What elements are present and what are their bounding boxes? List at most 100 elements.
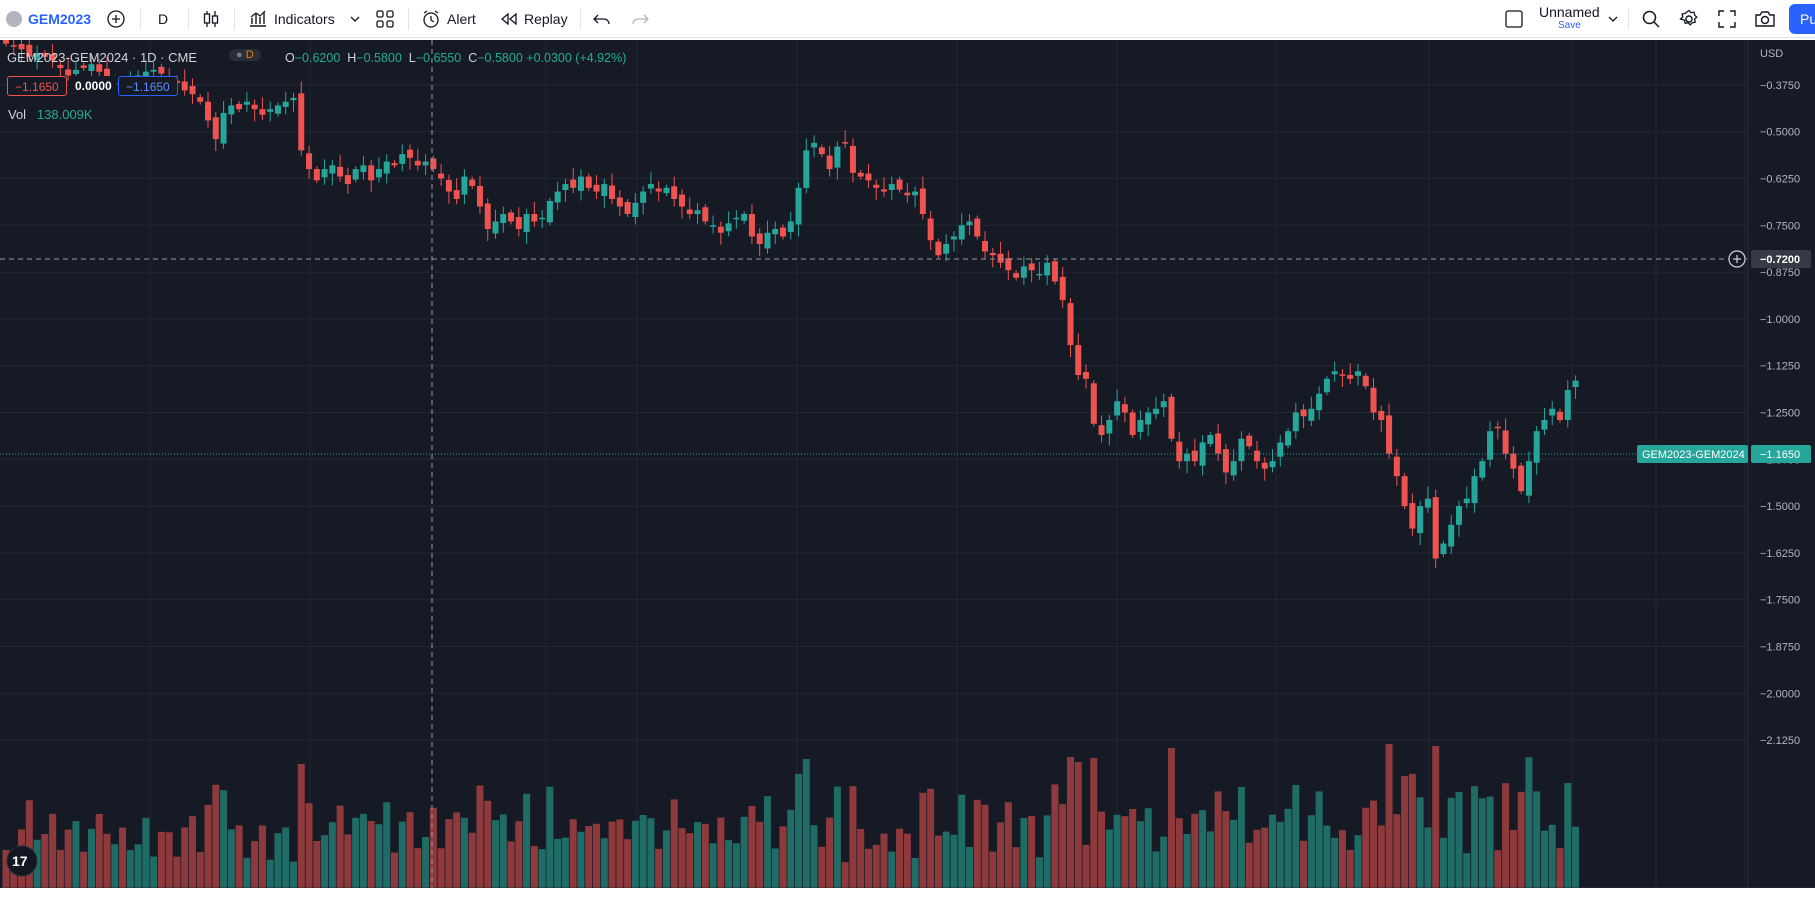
alert-button[interactable]: Alert xyxy=(421,0,476,38)
volume-bar xyxy=(670,799,678,888)
chart-canvas[interactable]: USD −0.3750−0.5000−0.6250−0.7500−0.8750−… xyxy=(0,40,1815,913)
layout-dropdown[interactable] xyxy=(1608,0,1618,38)
candle-body xyxy=(453,190,460,200)
volume-bar xyxy=(1564,783,1572,888)
volume-bar xyxy=(1059,804,1067,888)
candle-body xyxy=(1199,442,1206,466)
volume-bar xyxy=(188,816,196,888)
volume-bar xyxy=(383,802,391,888)
price-axis[interactable] xyxy=(1748,40,1815,888)
candle-body xyxy=(1354,371,1361,376)
candle-body xyxy=(1432,497,1439,559)
volume-bar xyxy=(111,844,119,888)
replay-button[interactable]: Replay xyxy=(500,0,568,38)
interval-button[interactable]: D xyxy=(158,0,168,38)
volume-bar xyxy=(655,848,663,888)
candle-body xyxy=(764,232,771,249)
layout-name-button[interactable]: Unnamed xyxy=(1539,0,1600,31)
candle-body xyxy=(205,101,212,121)
candle-body xyxy=(321,169,328,178)
candle-body xyxy=(1207,434,1214,444)
indicators-button[interactable]: Indicators xyxy=(248,0,335,38)
candle-body xyxy=(1510,453,1517,469)
symbol-search-button[interactable]: GEM2023 xyxy=(6,0,91,38)
settings-button[interactable] xyxy=(1679,0,1699,38)
volume-bar xyxy=(973,799,981,888)
volume-bar xyxy=(64,829,72,888)
volume-bar xyxy=(1370,800,1378,888)
volume-bar xyxy=(1152,851,1160,888)
volume-bar xyxy=(896,828,904,888)
candle-body xyxy=(756,233,763,244)
chevron-down-icon xyxy=(1608,16,1618,22)
layout-checkbox[interactable] xyxy=(1504,0,1524,38)
candle-body xyxy=(469,179,476,186)
volume-bar xyxy=(1012,847,1020,888)
candle-body xyxy=(585,176,592,188)
volume-bar xyxy=(336,805,344,888)
volume-bar xyxy=(919,792,927,888)
volume-bar xyxy=(391,852,398,888)
volume-bar xyxy=(1346,850,1354,888)
candle-body xyxy=(1409,503,1416,529)
candle-body xyxy=(1013,273,1020,278)
volume-bar xyxy=(235,825,243,888)
ohlc-h-label: H xyxy=(347,51,357,65)
candle-body xyxy=(733,217,740,220)
candle-body xyxy=(1370,387,1377,413)
volume-bar xyxy=(1478,798,1486,888)
indicators-dropdown[interactable] xyxy=(350,0,360,38)
candle-body xyxy=(1261,462,1268,469)
search-button[interactable] xyxy=(1641,0,1661,38)
volume-bar xyxy=(841,862,849,888)
volume-bar xyxy=(359,813,367,888)
price-tick-label: −1.5000 xyxy=(1760,501,1800,513)
volume-bar xyxy=(779,826,787,888)
undo-button[interactable] xyxy=(593,0,611,38)
tradingview-logo-icon[interactable] xyxy=(6,845,38,877)
volume-bar xyxy=(561,837,569,888)
candle-body xyxy=(989,252,996,256)
redo-button[interactable] xyxy=(631,0,649,38)
volume-bar xyxy=(1572,826,1580,888)
candle-body xyxy=(950,236,957,240)
volume-label: Vol xyxy=(8,107,27,122)
sell-price-box[interactable]: −1.1650 xyxy=(7,76,67,96)
volume-bar xyxy=(1245,842,1253,888)
candle-body xyxy=(1417,506,1424,534)
publish-button[interactable]: Pu xyxy=(1789,4,1815,34)
fullscreen-button[interactable] xyxy=(1717,0,1737,38)
chart-type-icon xyxy=(203,11,219,27)
chart-type-button[interactable] xyxy=(202,0,220,38)
volume-bar xyxy=(305,803,313,888)
volume-bar xyxy=(523,793,531,888)
volume-bar xyxy=(1074,762,1082,888)
candle-body xyxy=(368,165,375,181)
candle-body xyxy=(104,68,111,80)
volume-bar xyxy=(1284,808,1292,888)
volume-bar xyxy=(756,821,764,888)
candle-body xyxy=(748,214,755,237)
candle-body xyxy=(717,226,724,233)
add-symbol-icon xyxy=(107,10,125,28)
volume-bar xyxy=(1035,857,1043,888)
candle-body xyxy=(1401,476,1408,507)
volume-bar xyxy=(1004,802,1012,888)
alert-icon xyxy=(423,10,439,28)
settings-icon xyxy=(1679,9,1698,26)
add-symbol-button[interactable] xyxy=(106,0,126,38)
volume-bar xyxy=(1509,830,1517,888)
snapshot-button[interactable] xyxy=(1754,0,1776,38)
candle-body xyxy=(1277,442,1284,457)
volume-bar xyxy=(499,814,507,888)
toolbar-divider xyxy=(580,8,581,30)
layouts-button[interactable] xyxy=(375,0,395,38)
price-tick-label: −1.0000 xyxy=(1760,314,1800,326)
candle-body xyxy=(57,64,64,68)
volume-bar xyxy=(1199,810,1207,888)
volume-bar xyxy=(639,815,647,888)
ohlc-o-label: O xyxy=(285,51,295,65)
buy-price-box[interactable]: −1.1650 xyxy=(118,76,178,96)
volume-bar xyxy=(134,844,142,888)
volume-bar xyxy=(328,822,336,888)
